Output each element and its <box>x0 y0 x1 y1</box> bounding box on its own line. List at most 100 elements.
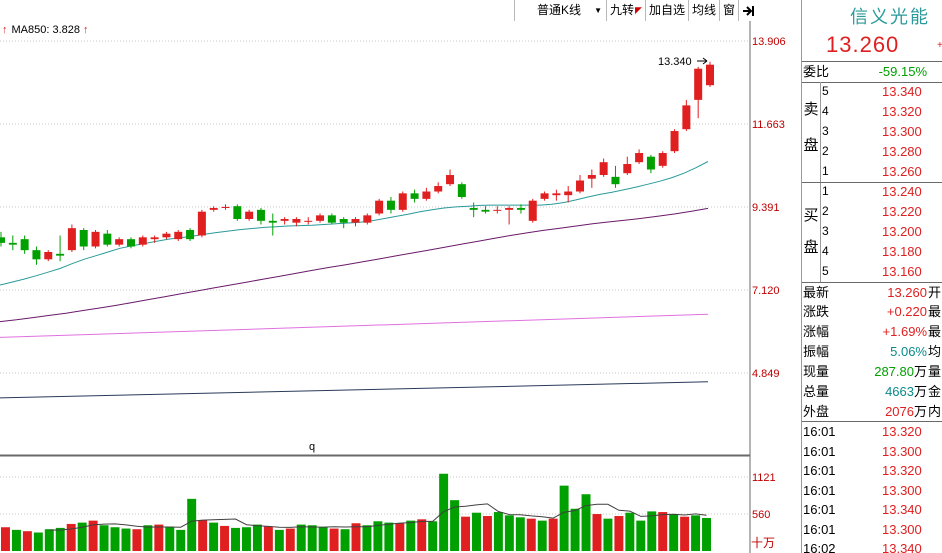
price-tick-label: 9.391 <box>752 202 780 214</box>
candle-body <box>706 64 714 86</box>
volume-bar <box>526 518 536 551</box>
candle-body <box>245 211 254 220</box>
bid-level-number: 2 <box>822 204 829 218</box>
stat-label-truncated: 均 <box>928 344 942 359</box>
candle-body <box>493 209 502 211</box>
volume-bar <box>493 512 503 551</box>
candle-body <box>20 239 29 251</box>
chart-toolbar: 普通K线 ▼ 九转 ◤ 加自选 均线 窗 <box>514 0 757 21</box>
candle-body <box>304 220 313 222</box>
volume-bar <box>417 519 427 551</box>
volume-bar <box>209 522 219 551</box>
volume-series <box>1 473 711 551</box>
ask-level-number: 3 <box>822 124 829 138</box>
window-button[interactable]: 窗 <box>718 0 738 21</box>
kline-type-label: 普通K线 <box>537 3 582 17</box>
candle-body <box>150 237 159 240</box>
volume-bar <box>231 527 240 551</box>
ask-level-number: 5 <box>822 84 829 98</box>
volume-bar <box>66 523 76 551</box>
candle-body <box>363 215 372 223</box>
ask-price: 13.260 <box>882 164 922 179</box>
stat-unit: 万 <box>913 364 927 379</box>
arrow-up-icon: ↑ <box>83 24 89 36</box>
collapse-right-icon <box>742 5 754 16</box>
volume-bar <box>176 529 186 551</box>
candle-body <box>398 193 407 210</box>
volume-bar <box>55 527 65 551</box>
volume-bar <box>614 516 624 551</box>
candle-body <box>564 191 573 196</box>
moving-average-button[interactable]: 均线 <box>687 0 719 21</box>
stat-value: +0.220 <box>886 304 927 319</box>
candle-body <box>375 200 384 214</box>
volume-bar <box>691 515 701 551</box>
tick-price: 13.300 <box>882 521 922 537</box>
ma850-value: MA850: 3.828 <box>11 24 81 36</box>
stat-unit: 万 <box>913 384 927 399</box>
add-watchlist-button[interactable]: 加自选 <box>644 0 688 21</box>
volume-bar <box>274 529 284 551</box>
volume-bar <box>110 527 120 551</box>
volume-bar <box>252 524 262 551</box>
bid-price: 13.240 <box>882 184 922 199</box>
candle-body <box>327 215 336 223</box>
buy-side-label-2: 盘 <box>803 239 819 256</box>
tick-price: 13.340 <box>882 502 922 517</box>
nine-turn-button[interactable]: 九转 ◤ <box>606 0 645 21</box>
price-change-sign: + <box>937 40 942 51</box>
tick-price: 13.320 <box>882 463 922 478</box>
volume-bar <box>220 525 230 551</box>
candlestick-series <box>0 61 714 265</box>
volume-axis: 1121 560 十万 <box>751 472 776 550</box>
trade-tick-row: 16:01 13.300 <box>802 483 942 503</box>
ask-level-number: 4 <box>822 104 829 118</box>
ask-level-number: 2 <box>822 144 829 158</box>
candle-body <box>162 233 171 238</box>
bid-level-number: 3 <box>822 224 829 238</box>
divider <box>802 182 942 183</box>
stat-label: 涨幅 <box>803 324 830 339</box>
candle-body <box>103 233 112 245</box>
arrow-up-icon: ↑ <box>2 24 8 36</box>
volume-bar <box>482 516 492 551</box>
volume-bar <box>187 498 197 551</box>
volume-bar <box>702 517 711 551</box>
volume-bar <box>625 512 635 551</box>
tick-time: 16:02 <box>803 541 836 553</box>
volume-bar <box>121 528 131 551</box>
price-tick-label: 7.120 <box>752 285 780 297</box>
volume-bar <box>329 528 339 551</box>
bid-price: 13.200 <box>882 224 922 239</box>
candle-body <box>292 219 301 223</box>
candle-body <box>481 209 490 212</box>
kline-type-dropdown[interactable]: 普通K线 ▼ <box>514 0 606 21</box>
volume-bar <box>241 527 251 551</box>
stat-value: 287.80 <box>874 364 914 379</box>
candle-body <box>316 215 325 221</box>
candle-body <box>209 208 218 210</box>
stat-label-truncated: 开 <box>928 285 942 300</box>
candle-body <box>126 239 135 247</box>
stat-label-truncated: 最 <box>928 324 942 339</box>
candle-body <box>576 180 585 192</box>
high-marker: 13.340 <box>658 56 708 68</box>
candle-body <box>280 219 289 221</box>
volume-bar <box>165 527 175 551</box>
order-ratio-value: -59.15% <box>878 64 927 79</box>
tick-price: 13.300 <box>882 443 922 459</box>
kline-chart[interactable]: 13.906 11.663 9.391 7.120 4.849 1121 560… <box>0 0 800 553</box>
sell-side-label-1: 卖 <box>803 101 819 118</box>
quote-panel: 信义光能 13.260 + 委比 -59.15% 卖 盘 513.340 413… <box>801 0 942 553</box>
last-price: 13.260 <box>826 32 900 57</box>
stat-label: 最新 <box>803 285 830 300</box>
volume-bar <box>373 521 383 551</box>
collapse-panel-button[interactable] <box>737 0 757 21</box>
trade-tick-row: 16:01 13.340 <box>802 502 942 522</box>
candle-body <box>8 242 17 245</box>
stat-value: 4663 <box>885 384 914 399</box>
candle-body <box>635 153 644 163</box>
volume-bar <box>384 522 394 551</box>
volume-ma-line <box>49 503 707 531</box>
stat-row-total-volume: 总量 4663万 金 <box>802 382 942 401</box>
